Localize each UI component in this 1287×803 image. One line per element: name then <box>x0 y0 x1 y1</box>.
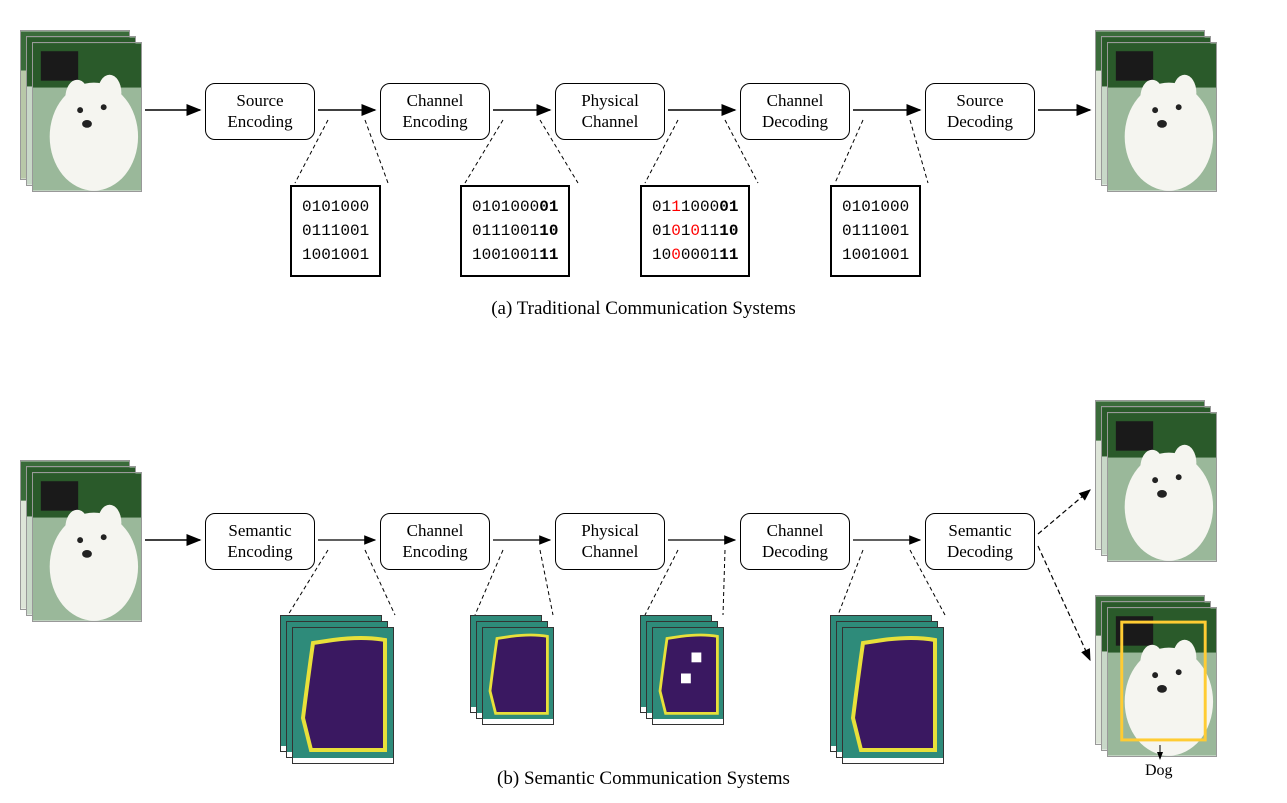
feature-stack-3 <box>830 615 946 761</box>
block-sem-enc: SemanticEncoding <box>205 513 315 570</box>
block-line2: Decoding <box>755 111 835 132</box>
feature-stack-0 <box>280 615 396 761</box>
section-a: SourceEncodingChannelEncodingPhysicalCha… <box>0 20 1287 320</box>
block-src-dec: SourceDecoding <box>925 83 1035 140</box>
block-line1: Channel <box>395 520 475 541</box>
block-line1: Semantic <box>220 520 300 541</box>
feature-map <box>482 627 554 725</box>
block-line1: Semantic <box>940 520 1020 541</box>
output-image-stack-b-bottom <box>1095 595 1215 755</box>
output-image-stack-a <box>1095 30 1215 190</box>
binary-seg: 01 <box>539 198 558 216</box>
block-line2: Encoding <box>395 111 475 132</box>
binary-box-1: 010100001011100110100100111 <box>460 185 570 277</box>
binary-seg: 1000 <box>681 198 719 216</box>
section-b: Dog SemanticEncodingChannelEncodingPhysi… <box>0 400 1287 790</box>
binary-seg: 1 <box>671 198 681 216</box>
block-ch-enc: ChannelEncoding <box>380 83 490 140</box>
binary-seg: 01 <box>652 198 671 216</box>
binary-seg: 0101000 <box>842 198 909 216</box>
binary-seg: 0 <box>671 246 681 264</box>
block-line2: Channel <box>570 111 650 132</box>
block-line1: Channel <box>755 520 835 541</box>
block-phys2: PhysicalChannel <box>555 513 665 570</box>
block-line1: Physical <box>570 520 650 541</box>
binary-line: 1001001 <box>842 243 909 267</box>
binary-line: 010101110 <box>652 219 738 243</box>
block-line2: Decoding <box>940 541 1020 562</box>
binary-seg: 11 <box>539 246 558 264</box>
feature-stack-2 <box>640 615 726 722</box>
binary-seg: 10 <box>539 222 558 240</box>
detection-label: Dog <box>1145 762 1173 780</box>
block-line2: Decoding <box>755 541 835 562</box>
binary-seg: 0 <box>671 222 681 240</box>
arrows-b <box>0 400 1287 790</box>
binary-seg: 0101000 <box>302 198 369 216</box>
block-ch-enc2: ChannelEncoding <box>380 513 490 570</box>
block-line1: Physical <box>570 90 650 111</box>
binary-seg: 0111001 <box>472 222 539 240</box>
caption-b: (b) Semantic Communication Systems <box>0 768 1287 790</box>
binary-seg: 10 <box>652 246 671 264</box>
photo-front-dog <box>32 42 142 192</box>
block-line2: Decoding <box>940 111 1020 132</box>
binary-seg: 0001 <box>681 246 719 264</box>
block-line1: Channel <box>755 90 835 111</box>
binary-seg: 1001001 <box>842 246 909 264</box>
block-line2: Encoding <box>220 541 300 562</box>
binary-seg: 0111001 <box>302 222 369 240</box>
binary-line: 0101000 <box>302 195 369 219</box>
block-line1: Source <box>940 90 1020 111</box>
input-image-stack-a <box>20 30 140 190</box>
photo-front-dog-bbox <box>1107 607 1217 757</box>
block-ch-dec2: ChannelDecoding <box>740 513 850 570</box>
binary-seg: 0111001 <box>842 222 909 240</box>
binary-line: 0111001 <box>302 219 369 243</box>
binary-seg: 1001001 <box>472 246 539 264</box>
feature-map <box>842 627 944 764</box>
block-line2: Encoding <box>395 541 475 562</box>
binary-seg: 0101000 <box>472 198 539 216</box>
binary-line: 010100001 <box>472 195 558 219</box>
block-line1: Channel <box>395 90 475 111</box>
feature-map <box>292 627 394 764</box>
block-sem-dec: SemanticDecoding <box>925 513 1035 570</box>
binary-seg: 10 <box>719 222 738 240</box>
binary-box-0: 0101000 0111001 1001001 <box>290 185 381 277</box>
block-ch-dec: ChannelDecoding <box>740 83 850 140</box>
photo-front-dog <box>32 472 142 622</box>
binary-line: 011100001 <box>652 195 738 219</box>
binary-line: 011100110 <box>472 219 558 243</box>
binary-line: 100100111 <box>472 243 558 267</box>
binary-box-3: 0101000 0111001 1001001 <box>830 185 921 277</box>
block-src-enc: SourceEncoding <box>205 83 315 140</box>
output-image-stack-b-top <box>1095 400 1215 560</box>
feature-stack-1 <box>470 615 556 722</box>
binary-box-2: 011100001010101110100000111 <box>640 185 750 277</box>
photo-front-dog <box>1107 42 1217 192</box>
block-line2: Channel <box>570 541 650 562</box>
binary-seg: 01 <box>719 198 738 216</box>
feature-map <box>652 627 724 725</box>
block-phys: PhysicalChannel <box>555 83 665 140</box>
binary-line: 1001001 <box>302 243 369 267</box>
binary-seg: 11 <box>700 222 719 240</box>
block-line1: Source <box>220 90 300 111</box>
binary-seg: 0 <box>690 222 700 240</box>
caption-a: (a) Traditional Communication Systems <box>0 298 1287 320</box>
binary-line: 100000111 <box>652 243 738 267</box>
binary-seg: 1 <box>681 222 691 240</box>
binary-seg: 01 <box>652 222 671 240</box>
photo-front-dog <box>1107 412 1217 562</box>
input-image-stack-b <box>20 460 140 620</box>
binary-seg: 1001001 <box>302 246 369 264</box>
binary-line: 0101000 <box>842 195 909 219</box>
binary-seg: 11 <box>719 246 738 264</box>
block-line2: Encoding <box>220 111 300 132</box>
binary-line: 0111001 <box>842 219 909 243</box>
